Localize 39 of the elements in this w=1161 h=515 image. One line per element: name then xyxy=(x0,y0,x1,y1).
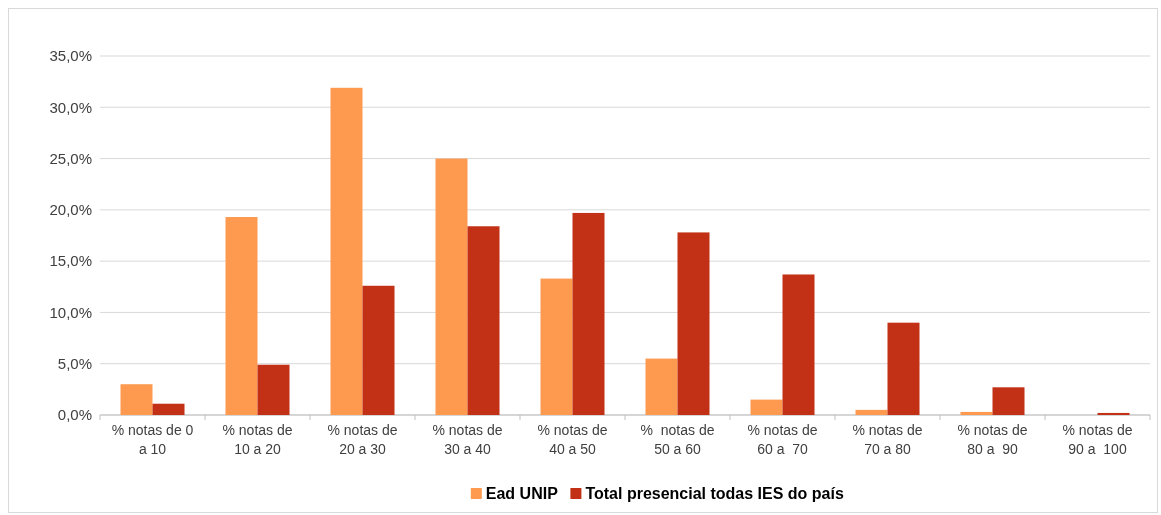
bar xyxy=(645,358,678,415)
y-tick-label: 10,0% xyxy=(49,303,92,321)
y-tick-label: 5,0% xyxy=(57,354,92,372)
bar xyxy=(540,278,573,415)
bar xyxy=(362,285,395,415)
bar xyxy=(225,217,258,415)
y-tick-label: 0,0% xyxy=(57,406,92,424)
bar xyxy=(855,409,888,415)
y-tick-label: 30,0% xyxy=(49,98,92,116)
bar xyxy=(120,384,153,415)
bar xyxy=(750,399,783,415)
bar xyxy=(435,158,468,415)
legend-label: Ead UNIP xyxy=(485,485,559,502)
y-tick-label: 35,0% xyxy=(49,47,92,65)
bar xyxy=(257,364,290,415)
x-tick-label: % notas de 10 a 20 xyxy=(222,422,293,457)
x-tick-label: % notas de 40 a 50 xyxy=(537,422,608,457)
x-tick-label: % notas de 70 a 80 xyxy=(852,422,923,457)
x-tick-label: % notas de 30 a 40 xyxy=(432,422,503,457)
y-tick-label: 15,0% xyxy=(49,252,92,270)
y-tick-label: 20,0% xyxy=(49,201,92,219)
x-tick-label: % notas de 50 a 60 xyxy=(640,422,715,457)
y-tick-label: 25,0% xyxy=(49,149,92,167)
legend-label: Total presencial todas IES do país xyxy=(585,485,844,502)
x-tick-label: % notas de 0 a 10 xyxy=(111,422,194,457)
bar xyxy=(152,403,185,415)
x-tick-label: % notas de 20 a 30 xyxy=(327,422,398,457)
bar xyxy=(677,232,710,415)
bar xyxy=(782,274,815,415)
bar xyxy=(572,212,605,415)
bar xyxy=(887,322,920,415)
x-tick-label: % notas de 60 a 70 xyxy=(747,422,818,457)
bar xyxy=(467,226,500,415)
bar xyxy=(330,87,363,415)
bar xyxy=(992,387,1025,415)
x-tick-label: % notas de 90 a 100 xyxy=(1062,422,1133,457)
bar xyxy=(960,411,993,415)
bar xyxy=(1097,412,1130,415)
x-tick-label: % notas de 80 a 90 xyxy=(957,422,1028,457)
